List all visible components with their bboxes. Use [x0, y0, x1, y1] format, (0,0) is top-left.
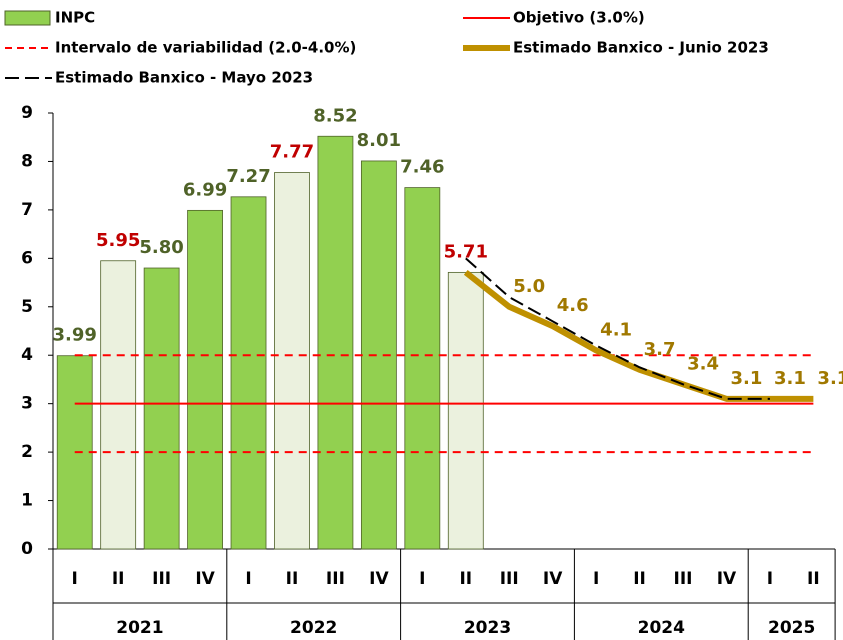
y-tick-label: 5	[21, 297, 33, 317]
y-tick-label: 6	[21, 248, 33, 268]
y-tick-label: 8	[21, 151, 33, 171]
value-label: 3.1	[731, 368, 763, 389]
value-label: 3.7	[644, 339, 676, 360]
x-tick-label: II	[633, 569, 646, 589]
x-tick-label: II	[459, 569, 472, 589]
bar	[230, 196, 267, 550]
bar	[143, 267, 180, 550]
legend-label: Estimado Banxico - Junio 2023	[513, 39, 769, 57]
value-label: 5.80	[139, 237, 183, 258]
x-tick-label: III	[152, 569, 171, 589]
x-tick-label: I	[72, 569, 78, 589]
bar	[317, 135, 354, 550]
value-label: 5.0	[513, 276, 545, 297]
x-tick-label: I	[419, 569, 425, 589]
value-label: 3.1	[817, 368, 843, 389]
x-tick-label: I	[593, 569, 599, 589]
x-tick-label: I	[767, 569, 773, 589]
legend-label: INPC	[55, 9, 95, 27]
y-tick-label: 3	[21, 394, 33, 414]
value-label: 8.52	[313, 105, 357, 126]
value-label: 7.27	[226, 166, 270, 187]
y-tick-label: 2	[21, 442, 33, 462]
value-label: 3.99	[53, 325, 97, 346]
value-label: 5.95	[96, 230, 140, 251]
x-tick-label: II	[807, 569, 820, 589]
year-label: 2022	[290, 618, 337, 638]
x-tick-label: III	[326, 569, 345, 589]
y-tick-label: 9	[21, 103, 33, 123]
x-tick-label: III	[500, 569, 519, 589]
value-label: 7.77	[270, 142, 314, 163]
legend-label: Intervalo de variabilidad (2.0-4.0%)	[55, 39, 356, 57]
value-label: 8.01	[357, 130, 401, 151]
year-label: 2021	[116, 618, 163, 638]
value-label: 4.1	[600, 319, 632, 340]
bar	[360, 160, 397, 550]
x-tick-label: I	[245, 569, 251, 589]
line	[465, 257, 770, 400]
value-label: 3.1	[774, 368, 806, 389]
y-tick-label: 0	[21, 539, 33, 559]
bar	[100, 260, 137, 550]
x-tick-label: IV	[717, 569, 737, 589]
legend-swatch	[4, 10, 51, 26]
value-label: 7.46	[400, 157, 444, 178]
value-label: 5.71	[444, 241, 488, 262]
bar	[404, 187, 441, 550]
x-tick-label: II	[286, 569, 299, 589]
legend-label: Objetivo (3.0%)	[513, 9, 645, 27]
y-tick-label: 1	[21, 491, 33, 511]
x-tick-label: IV	[543, 569, 563, 589]
value-label: 3.4	[687, 353, 719, 374]
x-tick-label: III	[674, 569, 693, 589]
value-label: 4.6	[557, 295, 589, 316]
x-tick-label: II	[112, 569, 125, 589]
bar	[274, 172, 310, 550]
bar	[447, 271, 484, 550]
y-tick-label: 7	[21, 200, 33, 220]
year-label: 2023	[464, 618, 511, 638]
y-tick-label: 4	[21, 345, 33, 365]
bar	[187, 209, 223, 550]
year-label: 2024	[638, 618, 685, 638]
year-label: 2025	[768, 618, 815, 638]
x-tick-label: IV	[195, 569, 215, 589]
x-tick-label: IV	[369, 569, 389, 589]
value-label: 6.99	[183, 179, 227, 200]
legend-label: Estimado Banxico - Mayo 2023	[55, 69, 313, 87]
